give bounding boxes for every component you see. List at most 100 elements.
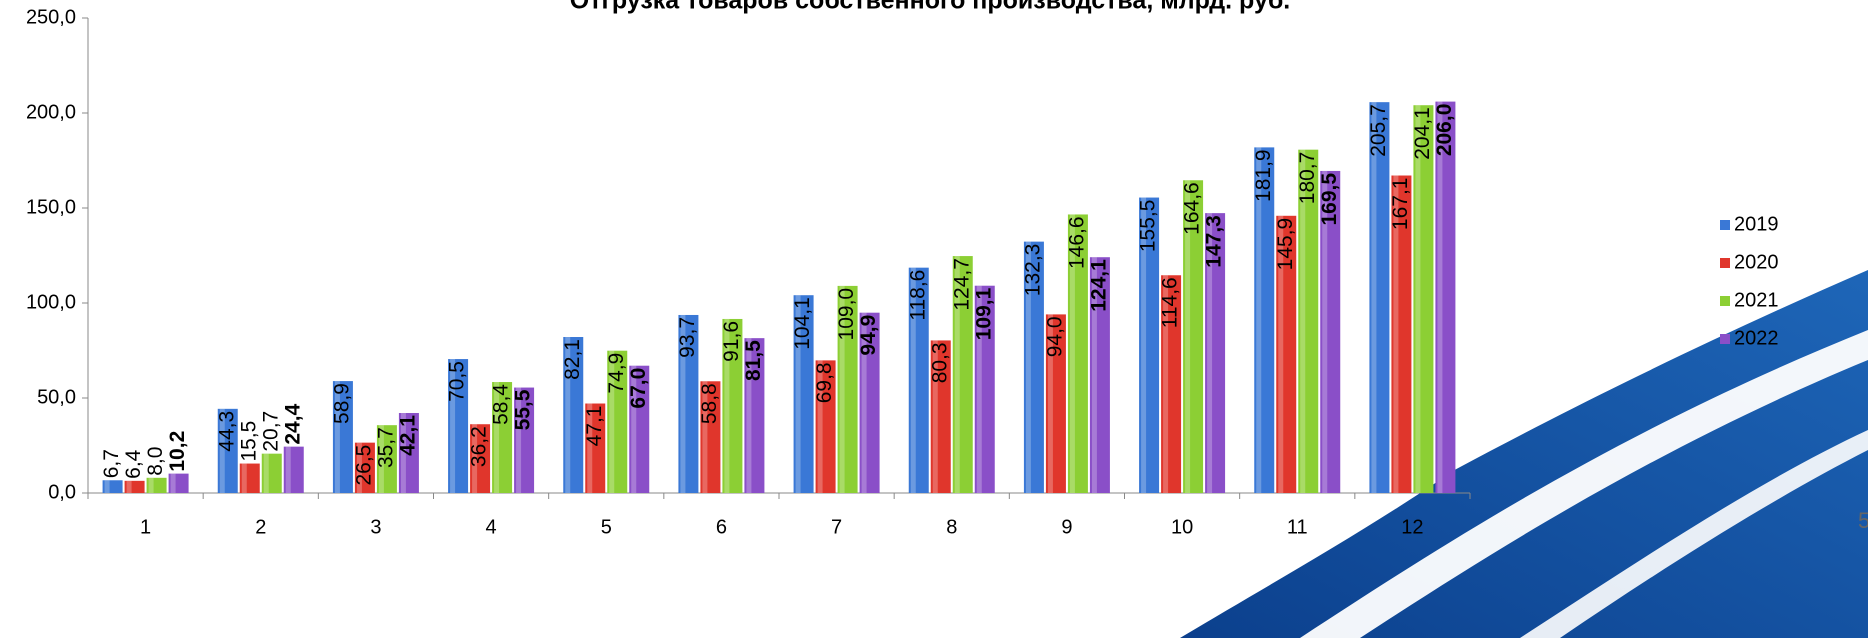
bar — [470, 424, 491, 493]
bar-highlight — [148, 477, 154, 493]
bar-highlight — [450, 359, 456, 493]
value-label: 205,7 — [1367, 104, 1390, 157]
bar-highlight — [954, 256, 960, 493]
value-label: 15,5 — [237, 421, 260, 462]
value-label: 35,7 — [374, 427, 397, 468]
bar-highlight — [1091, 257, 1097, 493]
y-tick-label: 50,0 — [37, 386, 76, 408]
bar — [1254, 147, 1275, 493]
bar-highlight — [378, 425, 384, 493]
value-label: 91,6 — [720, 321, 743, 362]
value-label: 109,1 — [972, 287, 995, 340]
bar — [217, 408, 238, 493]
bar — [678, 314, 699, 493]
bar — [1298, 149, 1319, 494]
value-label: 109,0 — [835, 288, 858, 341]
bar-highlight — [1163, 275, 1169, 493]
bar — [146, 477, 167, 493]
bar — [930, 340, 951, 493]
bar — [1045, 314, 1066, 493]
background-swoosh — [1120, 270, 1868, 638]
value-label: 10,2 — [166, 431, 189, 472]
bar — [239, 463, 260, 493]
bar — [815, 360, 836, 493]
legend-marker — [1720, 296, 1730, 306]
bar — [492, 382, 513, 493]
value-label: 145,9 — [1274, 218, 1297, 271]
bar — [514, 387, 535, 493]
bar-highlight — [565, 337, 571, 493]
bar — [700, 381, 721, 493]
bar-highlight — [1437, 101, 1443, 493]
bar-highlight — [1141, 197, 1147, 494]
value-label: 167,1 — [1389, 178, 1412, 231]
value-label: 147,3 — [1203, 215, 1226, 268]
bar-highlight — [976, 285, 982, 493]
value-label: 6,7 — [100, 449, 123, 478]
page-number: 5 — [1858, 508, 1868, 533]
bar-highlight — [516, 387, 522, 493]
value-label: 6,4 — [122, 449, 145, 479]
bar-highlight — [839, 285, 845, 493]
bar — [1276, 215, 1297, 494]
bar — [629, 365, 650, 493]
bar-highlight — [1185, 180, 1191, 493]
bar-highlight — [400, 413, 406, 493]
bar-highlight — [285, 446, 291, 493]
bar — [1391, 175, 1412, 493]
bar-highlight — [702, 381, 708, 493]
value-label: 20,7 — [259, 411, 282, 452]
bar — [1023, 241, 1044, 493]
value-label: 93,7 — [676, 317, 699, 358]
value-label: 181,9 — [1252, 149, 1275, 202]
legend-label: 2021 — [1734, 289, 1779, 311]
bar — [744, 338, 765, 493]
value-label: 124,7 — [950, 258, 973, 311]
bar — [952, 256, 973, 493]
value-label: 58,9 — [330, 383, 353, 424]
x-tick-label: 7 — [831, 516, 842, 538]
bar — [448, 359, 469, 493]
value-label: 69,8 — [813, 362, 836, 403]
x-tick-label: 5 — [601, 516, 612, 538]
value-label: 55,5 — [512, 389, 535, 430]
value-label: 67,0 — [627, 368, 650, 409]
value-label: 169,5 — [1318, 173, 1341, 226]
bar — [1320, 170, 1341, 493]
x-tick-label: 2 — [255, 516, 266, 538]
value-label: 104,1 — [791, 297, 814, 350]
value-label: 94,0 — [1043, 316, 1066, 357]
value-label: 42,1 — [396, 415, 419, 456]
value-label: 80,3 — [928, 342, 951, 383]
bar — [563, 337, 584, 493]
legend-marker — [1720, 334, 1730, 344]
bar-highlight — [609, 350, 615, 493]
x-tick-label: 1 — [140, 516, 151, 538]
x-tick-label: 10 — [1171, 516, 1193, 538]
bar — [168, 473, 189, 493]
bar-highlight — [680, 314, 686, 493]
bar — [398, 413, 419, 493]
bar-highlight — [1278, 215, 1284, 494]
value-label: 47,1 — [583, 406, 606, 447]
bar-highlight — [1371, 102, 1377, 494]
bar — [974, 285, 995, 493]
bar — [1413, 105, 1434, 494]
x-tick-label: 4 — [486, 516, 497, 538]
y-tick-label: 200,0 — [26, 101, 76, 123]
bar-highlight — [334, 381, 340, 493]
value-label: 26,5 — [352, 445, 375, 486]
bar-highlight — [861, 312, 867, 493]
value-label: 44,3 — [215, 411, 238, 452]
bar — [261, 453, 282, 493]
x-tick-label: 11 — [1287, 516, 1308, 538]
value-label: 114,6 — [1159, 277, 1182, 328]
bar-highlight — [817, 360, 823, 493]
bar-highlight — [472, 424, 478, 493]
bar-highlight — [1415, 105, 1421, 494]
bar-highlight — [910, 267, 916, 493]
bar — [1205, 213, 1226, 493]
value-label: 206,0 — [1433, 104, 1456, 157]
value-label: 74,9 — [605, 353, 628, 394]
